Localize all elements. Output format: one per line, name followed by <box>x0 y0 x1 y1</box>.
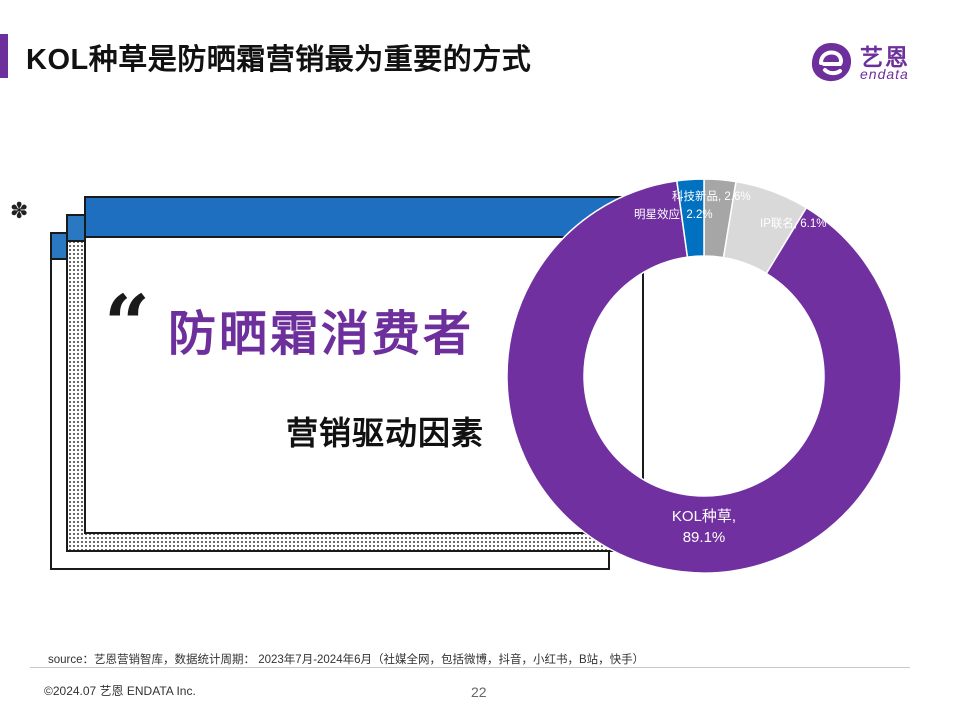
donut-slice-明星效应 <box>676 178 705 258</box>
donut-label-明星效应: 明星效应, 2.2% <box>634 207 713 221</box>
card-headline: 防晒霜消费者 <box>168 308 475 361</box>
logo-chinese-name: 艺恩 <box>860 44 910 70</box>
copyright: ©2024.07 艺恩 ENDATA Inc. <box>44 684 196 698</box>
card-subheadline: 营销驱动因素 <box>286 415 485 451</box>
donut-chart: KOL种草, 89.1% 明星效应, 2.2% 科技新品, 2.6% IP联名, 6.1… <box>506 178 902 574</box>
quote-mark-icon: “ <box>104 277 151 371</box>
logo-english-name: endata <box>860 66 909 82</box>
donut-label-科技新品: 科技新品, 2.6% <box>672 189 751 203</box>
donut-slice-KOL种草 <box>506 180 902 574</box>
donut-label-IP联名: IP联名, 6.1% <box>760 216 826 230</box>
card-band <box>86 198 642 238</box>
title-accent-bar <box>0 34 8 78</box>
footer-divider <box>30 667 910 668</box>
gear-icon: ✽ <box>10 198 29 223</box>
page-title: KOL种草是防晒霜营销最为重要的方式 <box>26 44 532 76</box>
donut-label-KOL种草: KOL种草, 89.1% <box>672 508 736 546</box>
source-note: source：艺恩营销智库，数据统计周期： 2023年7月-2024年6月（社媒… <box>48 654 645 666</box>
page-number: 22 <box>471 684 487 700</box>
endata-logo: 艺恩 endata <box>808 38 938 86</box>
endata-logo-icon <box>811 43 852 82</box>
